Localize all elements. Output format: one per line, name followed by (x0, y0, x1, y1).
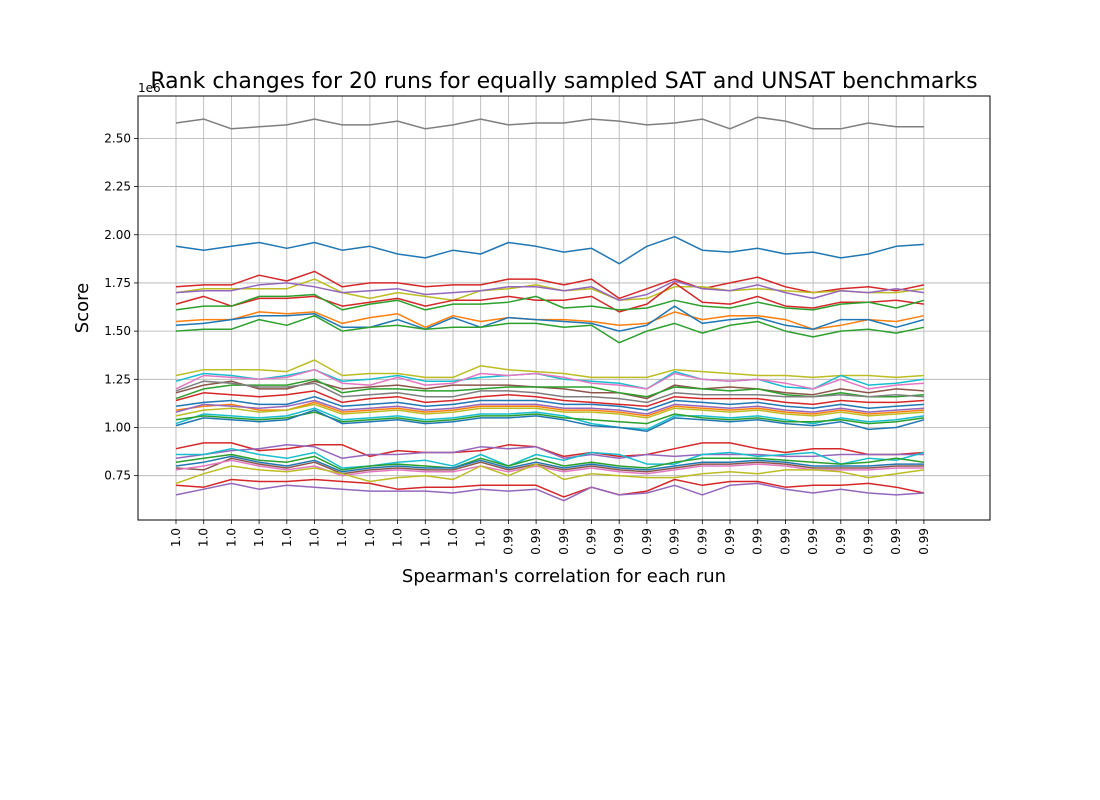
chart-title: Rank changes for 20 runs for equally sam… (150, 69, 977, 94)
series-line-21 (175, 403, 924, 419)
series-line-3 (175, 270, 925, 300)
series-line-24 (175, 409, 925, 433)
series-line-1 (175, 116, 924, 130)
axis-ticks: 1.0 1.0 1.0 1.0 1.0 1.0 1.0 1.0 1.0 1.0 1.0 1.0 0.99… (104, 131, 931, 554)
x-tick-label: 0.99 (668, 528, 682, 555)
series-line-5 (175, 280, 925, 302)
series-line-16 (175, 380, 924, 404)
x-tick-label: 1.0 (335, 528, 349, 547)
x-tick-label: 0.99 (695, 528, 709, 555)
x-tick-label: 0.99 (585, 528, 599, 555)
series-line-4 (175, 278, 925, 302)
y-tick-label: 1.00 (104, 420, 131, 434)
y-tick-label: 0.75 (104, 469, 131, 483)
y-tick-label: 1.25 (104, 372, 131, 386)
y-tick-label: 2.25 (104, 180, 131, 194)
x-tick-label: 0.99 (889, 528, 903, 555)
series-line-34 (175, 482, 924, 502)
x-tick-label: 1.0 (474, 528, 488, 547)
series-line-15 (175, 378, 924, 400)
series-line-6 (175, 282, 925, 313)
x-tick-label: 0.99 (834, 528, 848, 555)
series-lines (175, 116, 925, 502)
series-line-33 (175, 478, 925, 498)
y-tick-label: 1.50 (104, 324, 131, 338)
y-tick-label: 2.50 (104, 131, 131, 145)
x-tick-label: 1.0 (252, 528, 266, 547)
x-tick-label: 1.0 (280, 528, 294, 547)
x-tick-label: 0.99 (529, 528, 543, 555)
series-line-9 (175, 305, 925, 332)
series-line-12 (175, 368, 925, 390)
x-axis-label: Spearman's correlation for each run (402, 566, 726, 587)
x-tick-label: 1.0 (308, 528, 322, 547)
series-line-8 (175, 311, 925, 330)
x-tick-label: 0.99 (806, 528, 820, 555)
series-line-29 (175, 455, 924, 473)
x-tick-label: 1.0 (224, 528, 238, 547)
series-line-7 (175, 293, 925, 311)
x-tick-label: 0.99 (862, 528, 876, 555)
series-line-18 (175, 395, 924, 411)
series-line-30 (175, 457, 924, 475)
series-line-31 (175, 459, 924, 477)
x-tick-label: 1.0 (446, 528, 460, 547)
series-line-32 (175, 463, 925, 485)
x-tick-label: 1.0 (197, 528, 211, 547)
y-tick-label: 2.00 (104, 228, 131, 242)
x-tick-label: 0.99 (640, 528, 654, 555)
series-line-11 (175, 359, 924, 379)
x-tick-label: 1.0 (169, 528, 183, 547)
series-line-10 (175, 314, 925, 344)
x-tick-label: 1.0 (363, 528, 377, 547)
x-tick-label: 1.0 (391, 528, 405, 547)
series-line-25 (175, 442, 924, 458)
x-tick-label: 0.99 (557, 528, 571, 555)
series-line-27 (176, 447, 925, 469)
x-tick-label: 0.99 (751, 528, 765, 555)
x-tick-label: 1.0 (418, 528, 432, 547)
x-tick-label: 0.99 (501, 528, 515, 555)
series-line-13 (175, 368, 924, 390)
x-tick-label: 0.99 (778, 528, 792, 555)
series-line-20 (175, 399, 924, 415)
series-line-19 (175, 401, 924, 417)
series-line-28 (175, 453, 925, 471)
y-axis-label: Score (72, 283, 93, 333)
series-line-17 (175, 390, 924, 408)
x-tick-label: 0.99 (612, 528, 626, 555)
x-tick-label: 0.99 (917, 528, 931, 555)
y-tick-label: 1.75 (104, 276, 131, 290)
y-offset-text: 1e6 (138, 81, 161, 95)
series-line-2 (175, 235, 924, 265)
x-tick-label: 0.99 (723, 528, 737, 555)
series-line-26 (175, 444, 924, 460)
